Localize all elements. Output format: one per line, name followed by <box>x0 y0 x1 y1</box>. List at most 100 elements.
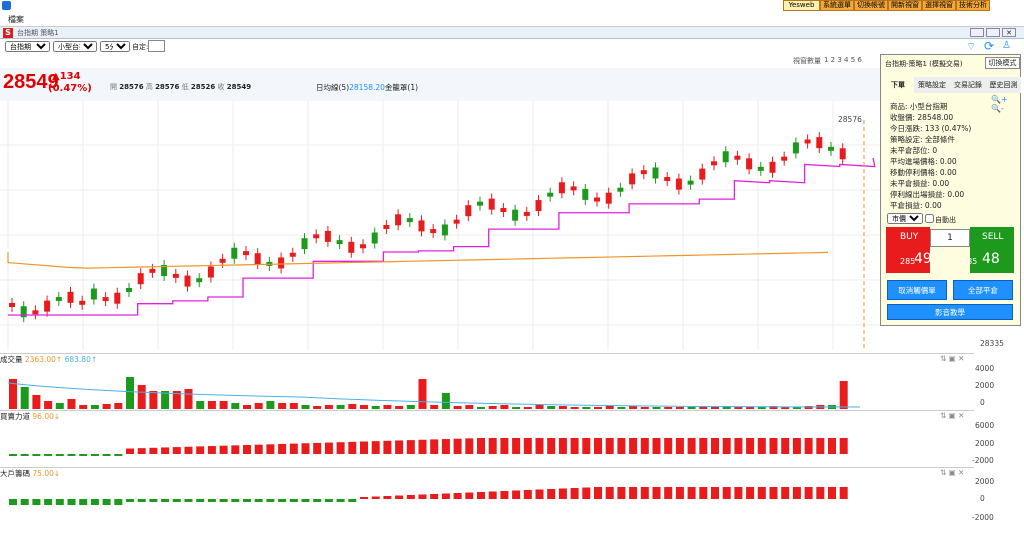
candle-body <box>652 167 659 179</box>
indicator-bar <box>582 438 591 454</box>
custom-period-input[interactable] <box>148 40 165 52</box>
ma-readout: 日均線(5)28158.20金籠罩(1) <box>316 83 419 92</box>
indicator-bar <box>219 445 228 454</box>
video-tutorial-button[interactable]: 影音教學 <box>887 304 1013 320</box>
candle-body <box>114 292 121 304</box>
indicator-bar <box>32 499 41 505</box>
minimize-button[interactable] <box>970 28 984 37</box>
indicator-bar <box>769 438 778 454</box>
indicator-bar <box>547 489 556 499</box>
flatten-all-button[interactable]: 全部平倉 <box>953 280 1013 300</box>
pane-tools-icon[interactable]: ⇅ ▣ ✕ <box>940 468 965 477</box>
indicator-bar <box>839 487 848 499</box>
volume-bar <box>301 405 310 409</box>
candle-body <box>55 296 62 301</box>
stop-line <box>8 157 876 316</box>
indicator-bar <box>149 499 158 502</box>
yesweb-button[interactable]: Yesweb <box>783 0 820 11</box>
menu-file[interactable]: 檔案 <box>8 15 24 24</box>
indicator-bar <box>44 454 53 456</box>
big-trader-chart <box>9 487 848 505</box>
maximize-button[interactable] <box>986 28 1000 37</box>
buy-button[interactable]: BUY 285 49 <box>886 227 932 273</box>
volume-bar <box>102 404 111 409</box>
volume-bar <box>418 379 427 409</box>
volume-bar <box>488 406 497 409</box>
indicator-bar <box>383 496 392 499</box>
volume-bar <box>67 399 76 409</box>
indicator-bar <box>664 487 673 499</box>
volume-bar <box>243 405 251 409</box>
indicator-bar <box>289 499 298 502</box>
price-change-pct: (0.47%) <box>48 83 92 94</box>
indicator-bar <box>301 499 310 502</box>
indicator-bar <box>477 438 485 454</box>
contract-select[interactable]: 小型台指期 <box>53 41 97 52</box>
indicator-bar <box>371 441 380 454</box>
zoom-icons[interactable]: 🔍+ 🔍- <box>991 95 1008 113</box>
tab-strategy-settings[interactable]: 策略設定 <box>914 77 950 93</box>
toolbar: 台指期 小型台指期 5分K 自定: ⌔ ⟳ ♙ <box>0 39 1024 54</box>
indicator-bar <box>582 487 591 499</box>
candlestick-chart[interactable] <box>0 100 880 350</box>
indicator-bar <box>605 438 614 454</box>
new-window-button[interactable]: 開新視窗 <box>888 0 922 11</box>
volume-bar <box>675 407 684 409</box>
indicator-bar <box>406 440 415 454</box>
volume-bar <box>640 407 649 409</box>
indicator-bar <box>406 495 415 499</box>
product-select[interactable]: 台指期 <box>5 41 50 52</box>
indicator-bar <box>219 499 228 502</box>
indicator-bar <box>207 499 216 502</box>
indicator-bar <box>360 497 368 499</box>
close-button[interactable]: ✕ <box>1002 28 1016 37</box>
system-menu-button[interactable]: 系統選單 <box>820 0 854 11</box>
indicator-bar <box>9 499 17 505</box>
ohlc-readout: 開 28576 高 28576 低 28526 收 28549 <box>110 83 252 91</box>
quantity-input[interactable]: 1 <box>930 229 970 247</box>
volume-bar <box>360 405 368 409</box>
indicator-bar <box>348 499 357 502</box>
select-window-button[interactable]: 選擇視窗 <box>922 0 956 11</box>
tab-backtest[interactable]: 歷史回測 <box>986 77 1021 93</box>
switch-account-button[interactable]: 切換帳號 <box>854 0 888 11</box>
technical-analysis-button[interactable]: 技術分析 <box>956 0 990 11</box>
signal-icon[interactable]: ⌔ <box>966 40 977 53</box>
switch-mode-button[interactable]: 切換模式 <box>985 57 1020 69</box>
candle-body <box>629 173 636 185</box>
buy-sell-power-chart <box>9 438 848 456</box>
candle-body <box>792 142 799 154</box>
view-count-options[interactable]: 1 2 3 4 5 6 <box>824 56 862 64</box>
sell-button[interactable]: SELL 285 48 <box>962 227 1014 273</box>
period-select[interactable]: 5分K <box>100 41 130 52</box>
indicator-bar <box>313 499 322 502</box>
volume-bar <box>652 407 661 409</box>
candle-body <box>734 155 741 160</box>
indicator-bar <box>207 446 216 454</box>
indicator-bar <box>781 487 790 499</box>
pane-tools-icon[interactable]: ⇅ ▣ ✕ <box>940 354 965 363</box>
volume-bar <box>278 403 287 409</box>
candle-body <box>254 253 261 265</box>
volume-bar <box>617 407 626 409</box>
pane-tools-icon[interactable]: ⇅ ▣ ✕ <box>940 411 965 420</box>
cancel-trigger-button[interactable]: 取消觸價單 <box>887 280 947 300</box>
auto-exit-label: 自動出 <box>935 216 956 224</box>
volume-bar <box>231 403 240 409</box>
volume-ma-line <box>7 382 861 408</box>
refresh-icon[interactable]: ⟳ <box>984 39 995 53</box>
indicator-bar <box>652 438 661 454</box>
tab-order[interactable]: 下單 <box>882 77 914 93</box>
volume-bar <box>441 393 450 409</box>
indicator-bar <box>617 438 626 454</box>
user-settings-icon[interactable]: ♙ <box>1002 40 1011 51</box>
candle-body <box>640 170 647 175</box>
indicator-bar <box>137 499 146 502</box>
indicator-bar <box>512 490 521 499</box>
indicator-bar <box>324 499 333 502</box>
indicator-bar <box>102 454 111 456</box>
indicator-bar <box>547 438 556 454</box>
order-type-select[interactable]: 市價單 <box>887 213 923 224</box>
auto-exit-checkbox[interactable] <box>925 214 934 223</box>
tab-trade-log[interactable]: 交易記錄 <box>950 77 986 93</box>
